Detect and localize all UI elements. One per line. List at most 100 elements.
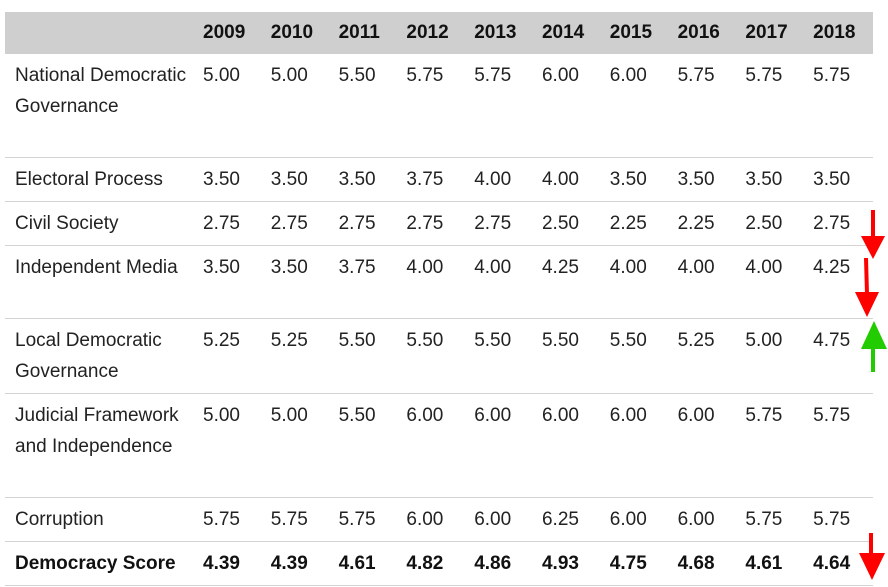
score-cell: 2.75	[466, 201, 534, 246]
score-cell: 3.50	[195, 245, 263, 319]
score-cell: 5.50	[466, 318, 534, 394]
score-cell: 6.00	[398, 393, 467, 498]
score-cell: 4.00	[601, 245, 670, 319]
table-row: National Democratic Governance 5.00 5.00 5.…	[5, 54, 873, 158]
score-cell: 5.75	[398, 54, 467, 158]
table-row: Democracy Score 4.39 4.39 4.61 4.82 4.86 4.93 4…	[5, 541, 873, 586]
score-cell: 5.50	[330, 318, 399, 394]
score-cell: 4.61	[330, 541, 399, 586]
score-cell: 2.75	[262, 201, 331, 246]
score-cell: 4.75	[805, 318, 873, 394]
table-row: Independent Media 3.50 3.50 3.75 4.00 4.00 4.2…	[5, 245, 873, 319]
score-cell: 3.50	[330, 157, 399, 202]
score-cell: 5.00	[262, 54, 331, 158]
score-cell: 2.75	[805, 201, 873, 246]
score-cell: 5.75	[737, 393, 806, 498]
score-cell: 3.50	[195, 157, 263, 202]
score-cell: 3.75	[330, 245, 399, 319]
row-label: Judicial Framework and Independence	[5, 393, 195, 498]
row-label: Democracy Score	[5, 541, 195, 586]
year-header: 2013	[466, 12, 534, 54]
row-label: Independent Media	[5, 245, 195, 319]
score-cell: 5.50	[330, 54, 399, 158]
score-cell: 4.00	[737, 245, 806, 319]
score-cell: 6.00	[669, 497, 738, 542]
score-cell: 3.75	[398, 157, 467, 202]
table-row: Electoral Process 3.50 3.50 3.50 3.75 4.00 4.0…	[5, 157, 873, 202]
score-cell: 5.75	[805, 497, 873, 542]
table-row: Judicial Framework and Independence 5.00 5…	[5, 393, 873, 498]
score-cell: 5.75	[466, 54, 534, 158]
democracy-scores-table: 2009 2010 2011 2012 2013 2014 2015 2016 2017 2018…	[5, 12, 873, 586]
score-cell: 6.00	[669, 393, 738, 498]
score-cell: 5.75	[737, 497, 806, 542]
score-cell: 3.50	[601, 157, 670, 202]
year-header: 2012	[398, 12, 467, 54]
year-header: 2018	[805, 12, 873, 54]
header-blank	[5, 12, 195, 54]
score-cell: 3.50	[669, 157, 738, 202]
score-cell: 6.00	[601, 54, 670, 158]
score-cell: 4.00	[466, 157, 534, 202]
score-cell: 5.00	[737, 318, 806, 394]
score-cell: 5.50	[398, 318, 467, 394]
score-cell: 2.50	[737, 201, 806, 246]
score-cell: 4.00	[398, 245, 467, 319]
score-cell: 4.68	[669, 541, 738, 586]
score-cell: 5.75	[805, 54, 873, 158]
score-cell: 5.00	[195, 54, 263, 158]
arrow-down-icon	[855, 258, 879, 317]
score-cell: 4.82	[398, 541, 467, 586]
score-cell: 5.25	[262, 318, 331, 394]
year-header: 2014	[533, 12, 602, 54]
score-cell: 5.50	[533, 318, 602, 394]
score-cell: 4.93	[533, 541, 602, 586]
year-header: 2010	[262, 12, 331, 54]
year-header: 2009	[195, 12, 263, 54]
score-cell: 4.00	[669, 245, 738, 319]
score-cell: 4.61	[737, 541, 806, 586]
score-cell: 3.50	[737, 157, 806, 202]
score-cell: 5.75	[669, 54, 738, 158]
score-cell: 4.64	[805, 541, 873, 586]
row-label: Local Democratic Governance	[5, 318, 195, 394]
header-row: 2009 2010 2011 2012 2013 2014 2015 2016 2017 2018	[5, 12, 873, 54]
score-cell: 5.25	[195, 318, 263, 394]
year-header: 2016	[669, 12, 738, 54]
score-cell: 6.00	[466, 393, 534, 498]
score-cell: 6.00	[601, 497, 670, 542]
score-cell: 3.50	[262, 245, 331, 319]
score-cell: 4.86	[466, 541, 534, 586]
table-row: Corruption 5.75 5.75 5.75 6.00 6.00 6.25 6.00 6.…	[5, 497, 873, 542]
year-header: 2015	[601, 12, 670, 54]
row-label: Electoral Process	[5, 157, 195, 202]
row-label: Corruption	[5, 497, 195, 542]
score-cell: 5.50	[330, 393, 399, 498]
row-label: Civil Society	[5, 201, 195, 246]
arrow-down-icon	[859, 533, 885, 580]
score-cell: 4.39	[262, 541, 331, 586]
score-cell: 6.00	[533, 54, 602, 158]
score-cell: 6.25	[533, 497, 602, 542]
score-cell: 2.75	[330, 201, 399, 246]
score-cell: 5.00	[262, 393, 331, 498]
score-cell: 2.25	[669, 201, 738, 246]
score-cell: 2.50	[533, 201, 602, 246]
score-cell: 6.00	[466, 497, 534, 542]
score-cell: 4.25	[533, 245, 602, 319]
score-cell: 2.75	[398, 201, 467, 246]
year-header: 2017	[737, 12, 806, 54]
row-label: National Democratic Governance	[5, 54, 195, 158]
score-cell: 5.75	[262, 497, 331, 542]
arrow-up-icon	[861, 321, 887, 372]
arrow-down-icon	[861, 210, 885, 259]
score-cell: 6.00	[398, 497, 467, 542]
score-cell: 3.50	[262, 157, 331, 202]
score-cell: 4.75	[601, 541, 670, 586]
score-cell: 5.75	[195, 497, 263, 542]
score-cell: 4.39	[195, 541, 263, 586]
score-cell: 5.00	[195, 393, 263, 498]
table-row: Local Democratic Governance 5.25 5.25 5.50 5…	[5, 318, 873, 394]
score-cell: 2.75	[195, 201, 263, 246]
score-cell: 6.00	[533, 393, 602, 498]
